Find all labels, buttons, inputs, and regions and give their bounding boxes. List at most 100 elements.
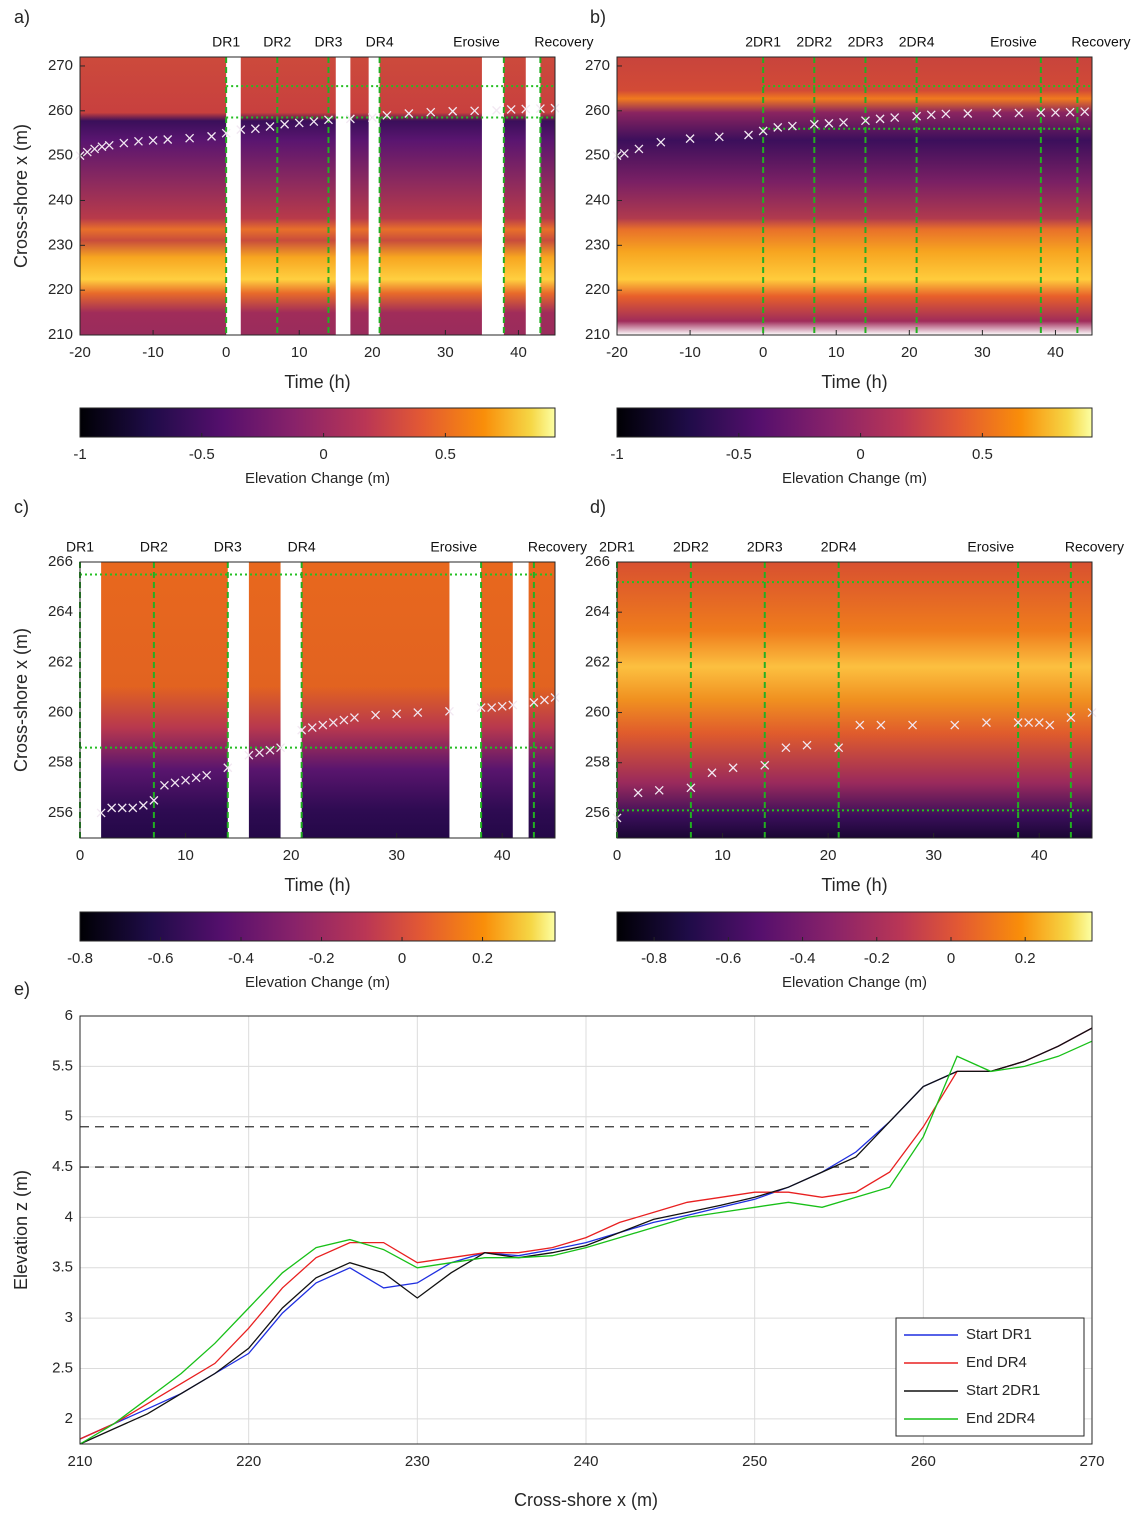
shoreline-marker	[191, 773, 201, 783]
shoreline-marker	[318, 720, 328, 730]
plot-frame	[616, 56, 1093, 336]
shoreline-marker	[839, 118, 848, 127]
colorbar	[79, 407, 556, 438]
shoreline-marker	[802, 740, 812, 750]
shoreline-marker	[1036, 108, 1046, 118]
event-label: 2DR4	[899, 34, 935, 50]
colorbar-label: Elevation Change (m)	[782, 470, 927, 487]
shoreline-marker	[744, 130, 753, 140]
panel-label: a)	[14, 7, 30, 27]
x-tick-label: 40	[510, 344, 527, 361]
event-label: Recovery	[1071, 34, 1130, 50]
series-line	[79, 1040, 1093, 1445]
shoreline-marker	[254, 748, 264, 758]
shoreline-marker	[506, 105, 516, 114]
x-tick-label: 0	[76, 847, 84, 864]
x-tick-label: 0	[222, 344, 230, 361]
x-axis-label: Time (h)	[821, 372, 887, 392]
colorbar-tick-label: -0.2	[864, 950, 890, 967]
y-tick-label: 2.5	[52, 1359, 73, 1376]
x-tick-label: -20	[606, 344, 628, 361]
colorbar-tick-label: -1	[610, 446, 623, 463]
event-label: Recovery	[1065, 539, 1124, 555]
y-tick-label: 220	[48, 281, 73, 298]
x-tick-label: 260	[911, 1453, 936, 1470]
shoreline-marker	[992, 108, 1002, 118]
y-tick-label: 270	[585, 57, 610, 74]
y-tick-label: 230	[585, 236, 610, 253]
shoreline-marker	[413, 708, 423, 718]
shoreline-marker	[265, 745, 275, 755]
data-gap	[449, 562, 482, 838]
y-tick-label: 266	[585, 553, 610, 570]
colorbar-tick-label: 0	[947, 950, 955, 967]
series-line	[79, 1027, 1093, 1440]
shoreline-marker	[861, 116, 870, 126]
shoreline-marker	[1051, 108, 1060, 118]
y-tick-label: 262	[48, 653, 73, 670]
shoreline-marker	[185, 133, 195, 143]
event-label: 2DR2	[673, 539, 709, 555]
event-label: Recovery	[534, 34, 593, 50]
y-tick-label: 5.5	[52, 1057, 73, 1074]
shoreline-marker	[492, 105, 501, 115]
data-gap	[226, 57, 241, 335]
shoreline-marker	[117, 803, 127, 813]
data-gap	[335, 57, 351, 335]
shoreline-marker	[404, 109, 414, 118]
shoreline-marker	[294, 118, 304, 128]
colorbar-tick-label: -0.4	[228, 950, 254, 967]
shoreline-marker	[876, 720, 886, 730]
shoreline-marker	[1024, 718, 1034, 728]
heatmap-field	[617, 562, 1092, 838]
data-gap	[481, 57, 504, 335]
shoreline-marker	[809, 119, 819, 129]
shoreline-marker	[297, 725, 307, 735]
y-tick-label: 260	[585, 704, 610, 721]
x-tick-label: 10	[177, 847, 194, 864]
shoreline-marker	[426, 107, 436, 117]
colorbar-tick-label: 0.5	[435, 446, 456, 463]
shoreline-marker	[244, 750, 254, 760]
data-gap	[368, 57, 380, 335]
x-tick-label: 220	[236, 1453, 261, 1470]
panel-label: c)	[14, 497, 29, 517]
colorbar-tick-label: -0.5	[189, 446, 215, 463]
colorbar-tick-label: 0.2	[1015, 950, 1036, 967]
event-label: 2DR1	[599, 539, 635, 555]
shoreline-marker	[392, 709, 402, 719]
y-tick-label: 210	[585, 326, 610, 343]
shoreline-marker	[276, 743, 286, 753]
x-tick-label: 30	[437, 344, 454, 361]
x-tick-label: 210	[67, 1453, 92, 1470]
shoreline-marker	[134, 136, 143, 146]
shoreline-marker	[981, 718, 991, 728]
shoreline-marker	[963, 109, 973, 118]
panel-label: b)	[590, 7, 606, 27]
event-label: DR2	[140, 539, 168, 555]
shoreline-marker	[309, 117, 319, 127]
x-tick-label: 20	[364, 344, 381, 361]
y-tick-label: 266	[48, 553, 73, 570]
event-label: DR3	[214, 539, 242, 555]
shoreline-marker	[875, 114, 885, 124]
legend-label: End 2DR4	[966, 1410, 1035, 1427]
event-label: DR1	[66, 539, 94, 555]
y-tick-label: 258	[48, 754, 73, 771]
x-tick-label: -20	[69, 344, 91, 361]
colorbar-label: Elevation Change (m)	[782, 974, 927, 991]
colorbar-tick-label: -0.6	[715, 950, 741, 967]
shoreline-marker	[487, 703, 497, 712]
colorbar	[79, 911, 556, 942]
shoreline-marker	[707, 768, 717, 778]
y-tick-label: 250	[48, 147, 73, 164]
y-tick-label: 270	[48, 57, 73, 74]
colorbar-tick-label: 0	[856, 446, 864, 463]
x-tick-label: 240	[573, 1453, 598, 1470]
x-tick-label: 10	[291, 344, 308, 361]
event-label: DR1	[212, 34, 240, 50]
y-tick-label: 2	[65, 1410, 73, 1427]
shoreline-marker	[508, 700, 518, 710]
x-tick-label: -10	[142, 344, 164, 361]
